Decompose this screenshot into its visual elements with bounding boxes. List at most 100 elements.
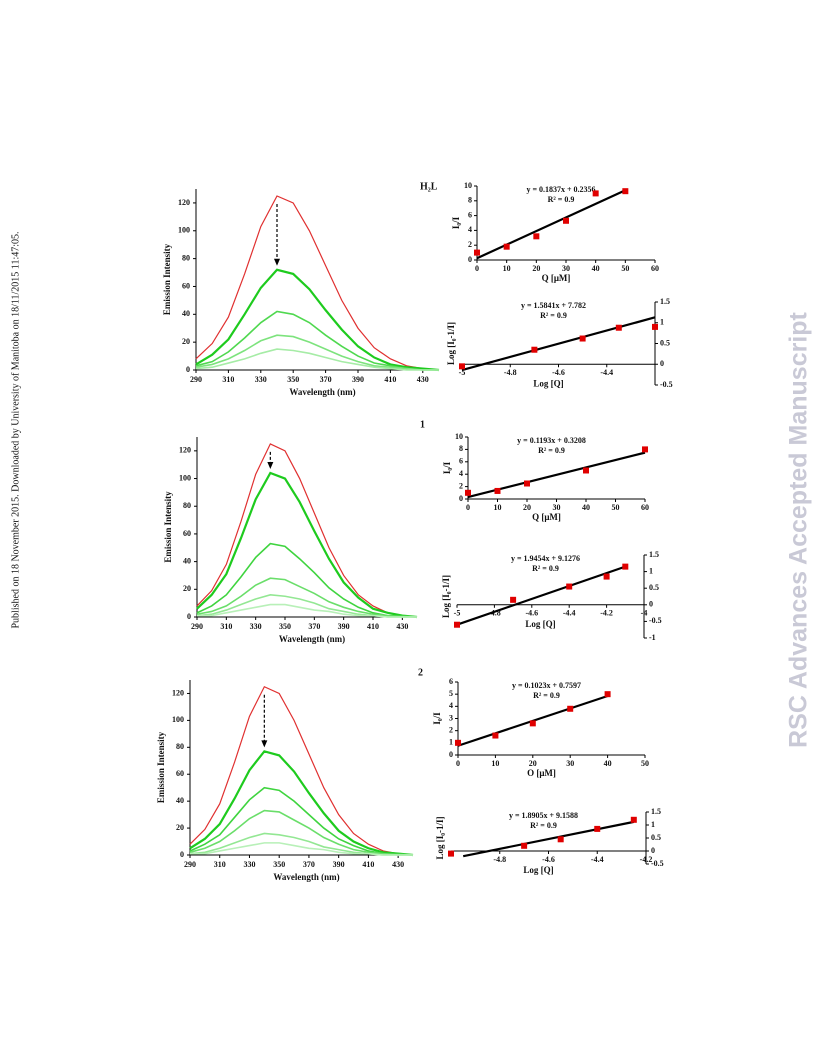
y-tick-label: 4 <box>449 701 453 710</box>
data-point <box>531 346 538 353</box>
y-tick-label: 0 <box>468 255 472 264</box>
data-point <box>510 596 517 603</box>
x-tick-label: 390 <box>352 375 364 384</box>
y-tick-label: 2 <box>459 481 463 490</box>
data-point <box>448 850 454 857</box>
emission-line <box>190 842 413 856</box>
data-point <box>455 739 461 746</box>
emission-line <box>189 685 414 856</box>
y-axis-title: Log [I₀-1/I] <box>435 817 445 860</box>
x-tick-label: 310 <box>220 622 232 631</box>
x-tick-label: 10 <box>503 264 511 273</box>
data-point <box>567 705 574 712</box>
equation: y = 1.5841x + 7.782 <box>521 301 586 310</box>
y-tick-label: -0.5 <box>649 616 662 625</box>
equation: y = 0.1837x + 0.2356 <box>526 185 595 194</box>
x-tick-label: 410 <box>362 860 374 869</box>
y-tick-label: 1 <box>651 820 655 829</box>
x-tick-label: -4.4 <box>563 609 576 618</box>
y-tick-label: -0.5 <box>660 380 673 389</box>
y-tick-label: 60 <box>183 529 191 538</box>
data-point <box>533 233 540 240</box>
equation: R² = 0.9 <box>532 564 559 573</box>
data-point <box>454 621 460 628</box>
x-tick-label: -4 <box>641 609 648 618</box>
x-tick-label: -4.2 <box>640 855 653 864</box>
equation: y = 0.1023x + 0.7597 <box>512 681 581 690</box>
y-tick-label: 40 <box>176 796 184 805</box>
trend-line <box>462 820 635 858</box>
x-tick-label: 370 <box>320 375 332 384</box>
panel-label: 2 <box>418 667 423 678</box>
emission-line <box>196 443 418 618</box>
x-tick-label: 60 <box>651 264 659 273</box>
emission-line <box>195 334 439 371</box>
arrow-head <box>261 740 268 748</box>
data-point <box>465 489 471 496</box>
x-tick-label: 10 <box>494 503 502 512</box>
x-axis-title: Log [Q] <box>525 619 555 629</box>
y-axis-title: Log [I₀-1/I] <box>446 322 456 365</box>
data-point <box>524 480 530 487</box>
data-point <box>583 467 589 474</box>
y-tick-label: 0 <box>651 846 655 855</box>
data-point <box>521 842 528 849</box>
y-tick-label: 10 <box>455 432 463 441</box>
y-tick-label: 0 <box>459 494 463 503</box>
x-axis-title: Log [Q] <box>533 378 563 388</box>
x-tick-label: 370 <box>308 622 320 631</box>
x-tick-label: 290 <box>191 622 203 631</box>
x-tick-label: -4.6 <box>552 368 565 377</box>
y-tick-label: 60 <box>176 769 184 778</box>
emission-line <box>196 594 417 618</box>
y-tick-label: 100 <box>179 473 191 482</box>
y-tick-label: 40 <box>182 309 190 318</box>
trend-line <box>456 565 626 626</box>
equation: R² = 0.9 <box>548 195 575 204</box>
side-note: Published on 18 November 2015. Downloade… <box>10 232 21 629</box>
x-tick-label: -4.8 <box>488 609 501 618</box>
equation: R² = 0.9 <box>538 446 565 455</box>
x-tick-label: 30 <box>553 503 561 512</box>
y-tick-label: 4 <box>459 469 463 478</box>
data-point <box>563 217 569 224</box>
x-tick-label: 10 <box>491 759 499 768</box>
y-tick-label: 1 <box>660 318 664 327</box>
data-point <box>579 335 586 342</box>
y-tick-label: 80 <box>182 253 190 262</box>
panel-label: H₂L <box>420 181 438 192</box>
y-tick-label: 2 <box>468 240 472 249</box>
x-tick-label: 330 <box>243 860 255 869</box>
y-tick-label: 0 <box>186 365 190 374</box>
y-tick-label: 5 <box>449 689 453 698</box>
x-tick-label: 390 <box>333 860 345 869</box>
data-point <box>652 323 658 330</box>
arrow-head <box>267 462 274 469</box>
x-axis-title: Wavelength (nm) <box>273 872 339 882</box>
x-tick-label: 50 <box>621 264 629 273</box>
y-tick-label: 6 <box>459 457 463 466</box>
y-tick-label: 1.5 <box>651 807 661 816</box>
x-tick-label: 0 <box>456 759 460 768</box>
x-tick-label: -4.6 <box>542 855 555 864</box>
x-tick-label: 50 <box>612 503 620 512</box>
y-tick-label: 120 <box>179 446 191 455</box>
x-tick-label: 20 <box>529 759 537 768</box>
y-tick-label: 20 <box>176 823 184 832</box>
y-tick-label: 2 <box>449 725 453 734</box>
y-axis-title: I₀/I <box>451 216 461 229</box>
y-tick-label: 80 <box>176 742 184 751</box>
y-tick-label: -0.5 <box>651 859 664 868</box>
x-axis-title: Wavelength (nm) <box>279 634 345 644</box>
x-tick-label: 350 <box>279 622 291 631</box>
x-tick-label: 30 <box>566 759 574 768</box>
x-tick-label: 350 <box>287 375 299 384</box>
data-point <box>503 243 510 250</box>
y-axis-title: Log [I₀-1/I] <box>441 575 451 618</box>
data-point <box>642 446 648 453</box>
x-axis-title: Q [μM] <box>532 512 561 522</box>
equation: R² = 0.9 <box>533 691 560 700</box>
panel-label: 1 <box>420 419 425 430</box>
x-axis-title: Q [μM] <box>542 273 571 283</box>
data-point <box>459 363 465 370</box>
